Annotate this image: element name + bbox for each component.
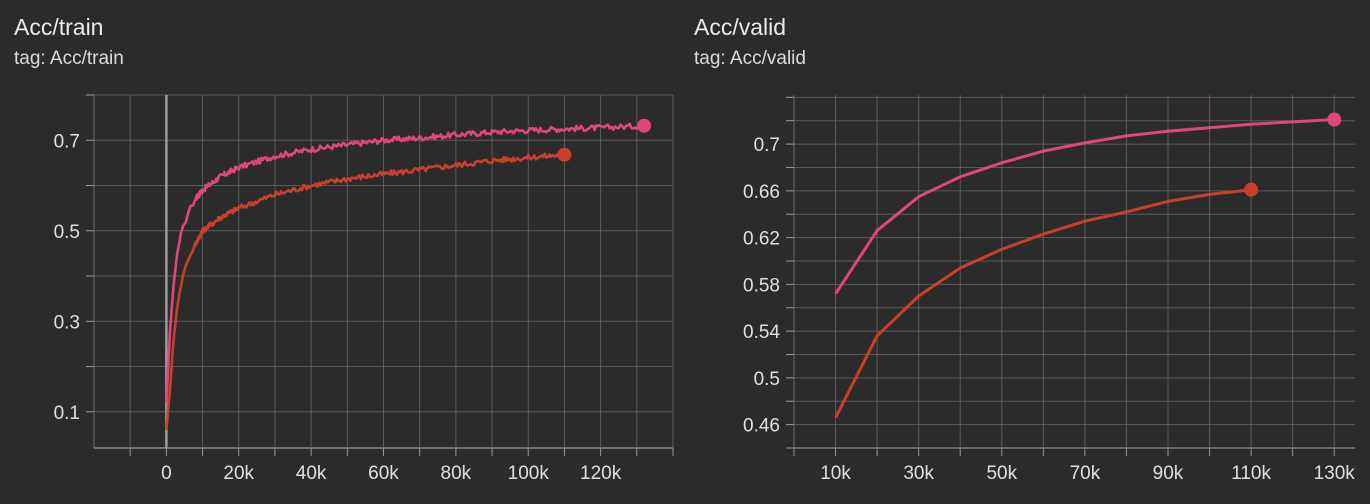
y-tick-label: 0.54 (743, 322, 780, 343)
chart-tag: tag: Acc/train (14, 48, 124, 69)
chart-title: Acc/valid (694, 14, 787, 40)
x-tick-label: 40k (296, 463, 327, 484)
chart-panel-train: Acc/train tag: Acc/train 0 20k 40k 60k 80k 10… (0, 0, 680, 504)
series-end-marker (557, 147, 572, 162)
chart-train-svg: 0 20k 40k 60k 80k 100k 120k 0.1 0.3 0.5 0.7 (54, 94, 674, 484)
chart-tag: tag: Acc/valid (694, 48, 806, 69)
series-line (834, 188, 1252, 419)
x-tick-label: 110k (1231, 463, 1271, 484)
series-end-marker (1327, 112, 1342, 127)
x-tick-label: 90k (1153, 463, 1184, 484)
chart-title: Acc/train (14, 14, 104, 40)
y-tick-label: 0.5 (54, 222, 80, 243)
y-tick-label: 0.66 (743, 182, 780, 203)
x-tick-label: 10k (820, 463, 851, 484)
y-tick-label: 0.1 (54, 403, 80, 424)
x-tick-label: 30k (903, 463, 934, 484)
x-tick-label: 50k (986, 463, 1017, 484)
y-tick-label: 0.7 (754, 135, 780, 156)
x-tick-label: 80k (441, 463, 472, 484)
x-tick-label: 130k (1314, 463, 1356, 484)
series-line (834, 118, 1335, 295)
chart-valid-svg: 10k 30k 50k 70k 90k 110k 130k 0.46 0.5 0.54 0.58 0.… (743, 95, 1356, 484)
series-end-marker (1244, 182, 1259, 197)
y-tick-label: 0.58 (743, 275, 780, 296)
y-tick-label: 0.3 (54, 312, 80, 333)
y-tick-label: 0.62 (743, 229, 780, 250)
y-tick-label: 0.7 (54, 131, 80, 152)
series-line (165, 122, 645, 403)
chart-panel-valid: Acc/valid tag: Acc/valid 10k 30k 50k 70k 90k… (680, 0, 1370, 504)
x-tick-label: 100k (508, 463, 550, 484)
x-tick-label: 0 (161, 463, 172, 484)
series-end-marker (637, 118, 652, 133)
series-line (165, 152, 566, 431)
x-tick-label: 120k (580, 463, 622, 484)
x-tick-label: 60k (368, 463, 399, 484)
y-tick-label: 0.46 (743, 416, 780, 437)
x-tick-label: 70k (1070, 463, 1101, 484)
y-tick-label: 0.5 (754, 369, 780, 390)
x-tick-label: 20k (223, 463, 254, 484)
